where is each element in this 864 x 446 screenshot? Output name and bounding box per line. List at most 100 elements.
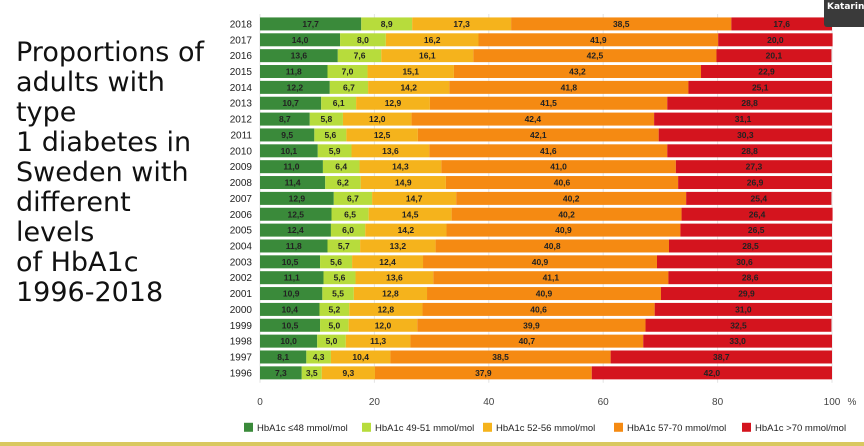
- bar-segment: [417, 318, 646, 332]
- data-label: 10,7: [282, 98, 299, 108]
- data-label: 42,0: [704, 368, 721, 378]
- data-label: 5,5: [332, 289, 344, 299]
- x-tick-label: 20: [369, 397, 381, 408]
- bar-segment: [686, 191, 832, 205]
- data-label: 7,3: [275, 368, 287, 378]
- bar-segment: [654, 112, 832, 126]
- bar-segment: [309, 112, 343, 126]
- data-label: 20,0: [767, 35, 784, 45]
- data-label: 14,7: [406, 193, 423, 203]
- data-label: 5,8: [320, 114, 332, 124]
- data-label: 28,5: [742, 241, 759, 251]
- x-axis-unit: %: [848, 397, 857, 408]
- bar-segment: [306, 350, 331, 364]
- bar-segment: [260, 96, 322, 110]
- user-name: Katarina: [827, 2, 864, 12]
- data-label: 5,0: [326, 336, 338, 346]
- bar-segment: [667, 96, 832, 110]
- bar-segment: [260, 287, 323, 301]
- data-label: 3,5: [306, 368, 318, 378]
- bar-segment: [478, 33, 719, 47]
- data-label: 6,5: [344, 209, 356, 219]
- data-label: 29,9: [738, 289, 755, 299]
- data-label: 9,3: [342, 368, 354, 378]
- data-label: 22,9: [758, 67, 775, 77]
- data-label: 10,4: [281, 304, 298, 314]
- legend-label: HbA1c 49-51 mmol/mol: [375, 423, 474, 434]
- bar-segment: [417, 128, 659, 142]
- data-label: 38,5: [492, 352, 509, 362]
- data-label: 32,5: [730, 320, 747, 330]
- bar-segment: [330, 350, 391, 364]
- data-label: 12,0: [375, 320, 392, 330]
- data-label: 37,9: [475, 368, 492, 378]
- data-label: 4,3: [313, 352, 325, 362]
- legend: HbA1c ≤48 mmol/mol HbA1c 49-51 mmol/mol Hb…: [244, 422, 846, 434]
- data-label: 17,3: [453, 19, 470, 29]
- bar-segment: [385, 33, 479, 47]
- bar-segment: [260, 80, 330, 94]
- data-label: 38,7: [713, 352, 730, 362]
- data-label: 12,9: [385, 98, 402, 108]
- data-label: 41,1: [543, 273, 560, 283]
- data-label: 10,1: [281, 146, 298, 156]
- bar-segment: [327, 65, 368, 79]
- bar-segment: [260, 176, 326, 190]
- data-label: 5,9: [329, 146, 341, 156]
- bar-segment: [320, 255, 353, 269]
- bar-segment: [372, 191, 457, 205]
- bar-segment: [645, 318, 832, 332]
- year-label: 2009: [230, 162, 253, 173]
- bar-segment: [427, 287, 661, 301]
- bar-segment: [654, 302, 832, 316]
- data-label: 10,9: [283, 289, 300, 299]
- bar-segment: [411, 112, 655, 126]
- data-label: 41,8: [561, 82, 578, 92]
- user-name-badge: Katarina: [824, 0, 864, 27]
- data-label: 6,7: [347, 193, 359, 203]
- bar-segment: [511, 17, 732, 31]
- data-label: 41,6: [540, 146, 557, 156]
- data-label: 6,4: [335, 162, 347, 172]
- data-label: 7,0: [342, 67, 354, 77]
- data-label: 40,6: [530, 304, 547, 314]
- data-label: 25,1: [752, 82, 769, 92]
- bar-segment: [718, 33, 833, 47]
- data-label: 12,8: [382, 289, 399, 299]
- legend-swatch: [614, 422, 623, 432]
- data-label: 31,1: [735, 114, 752, 124]
- data-label: 40,8: [544, 241, 561, 251]
- data-label: 40,2: [563, 193, 580, 203]
- bars-layer: 17,7 8,9 17,3 38,5 17,6 14,0 8,0 16,2 41,9 20,0 13…: [260, 17, 833, 380]
- data-label: 5,6: [330, 257, 342, 267]
- legend-label: HbA1c ≤48 mmol/mol: [257, 423, 348, 434]
- bar-segment: [333, 191, 373, 205]
- data-label: 15,1: [402, 67, 419, 77]
- data-label: 12,4: [379, 257, 396, 267]
- bar-segment: [610, 350, 832, 364]
- data-label: 43,2: [569, 67, 586, 77]
- data-label: 10,0: [280, 336, 297, 346]
- bar-segment: [340, 33, 386, 47]
- bar-segment: [412, 17, 512, 31]
- legend-swatch: [483, 422, 492, 432]
- bar-segment: [353, 287, 428, 301]
- year-label: 2017: [230, 35, 253, 46]
- bar-segment: [445, 176, 679, 190]
- year-label: 2004: [230, 241, 253, 252]
- legend-label: HbA1c 52-56 mmol/mol: [496, 423, 595, 434]
- bar-segment: [658, 128, 832, 142]
- data-label: 11,8: [286, 241, 302, 251]
- bar-segment: [446, 223, 681, 237]
- year-label: 2010: [230, 146, 253, 157]
- data-label: 26,4: [749, 209, 766, 219]
- bar-segment: [323, 271, 356, 285]
- x-tick-label: 60: [598, 397, 610, 408]
- data-label: 10,5: [282, 257, 299, 267]
- data-label: 9,5: [281, 130, 293, 140]
- data-label: 14,2: [398, 225, 415, 235]
- data-label: 40,7: [519, 336, 536, 346]
- data-label: 5,0: [328, 320, 340, 330]
- bar-segment: [688, 80, 832, 94]
- data-label: 5,2: [328, 304, 340, 314]
